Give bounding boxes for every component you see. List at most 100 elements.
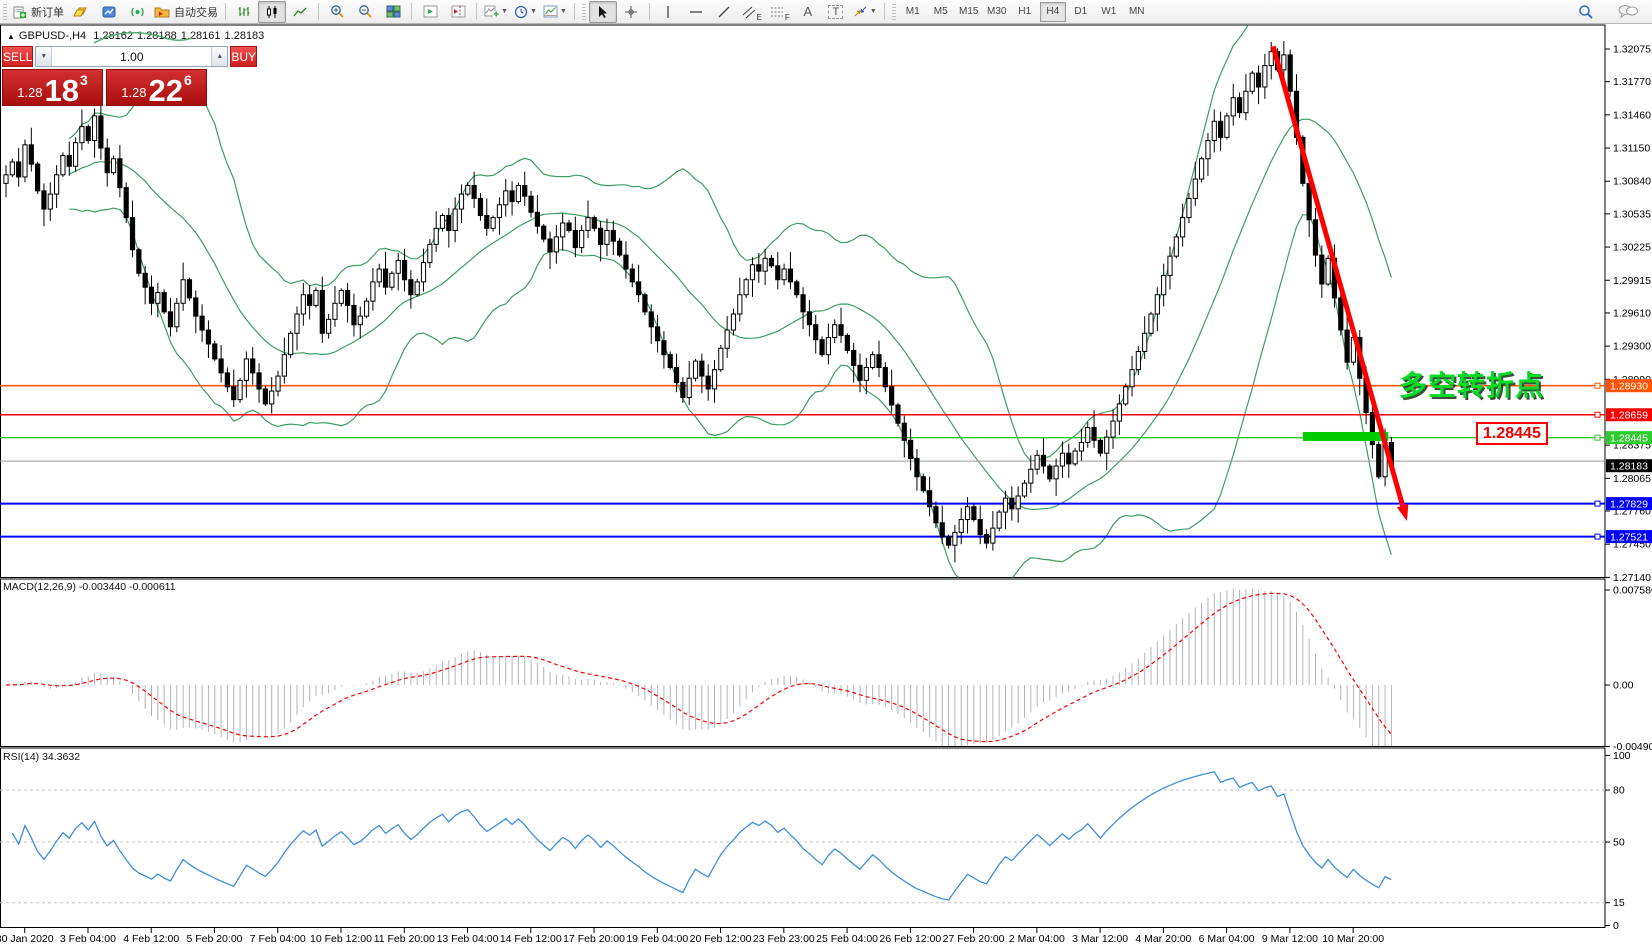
fibonacci-tool-button[interactable]: F (766, 1, 794, 23)
svg-text:4 Feb 12:00: 4 Feb 12:00 (123, 933, 179, 945)
tile-windows-icon (386, 5, 400, 18)
shapes-tool-button[interactable]: ▼ (850, 1, 880, 23)
level-handle (1594, 500, 1601, 507)
gold-ingot-button[interactable] (67, 1, 95, 23)
level-handle (1594, 533, 1601, 540)
sell-button[interactable]: SELL (2, 46, 34, 67)
periods-button[interactable]: ▼ (511, 1, 540, 23)
bar-chart-icon (238, 6, 250, 16)
timeframe-m5-button[interactable]: M5 (933, 6, 948, 17)
timeframe-m1-button[interactable]: M1 (905, 6, 920, 17)
candle-chart-mode-button[interactable] (258, 0, 286, 23)
timeframe-h1-button[interactable]: H1 (1018, 6, 1032, 17)
svg-text:80: 80 (1613, 785, 1625, 797)
line-chart-icon (293, 7, 307, 16)
line-chart-mode-button[interactable] (286, 1, 314, 23)
svg-text:1.30225: 1.30225 (1613, 242, 1651, 254)
toolbar-grip (891, 3, 896, 20)
volume-stepper: ▼ ▲ (35, 46, 229, 67)
time-axis: 30 Jan 2020 3 Feb 04:00 4 Feb 12:00 5 Feb 2… (0, 928, 1384, 945)
cursor-tool-button[interactable] (588, 0, 617, 23)
trend-arrow[interactable] (1270, 45, 1409, 522)
toolbar-right-group (1572, 1, 1642, 23)
timeframe-m15-button[interactable]: M15 (959, 6, 979, 17)
auto-scroll-button[interactable] (416, 1, 444, 23)
volume-increase-button[interactable]: ▲ (211, 47, 228, 66)
svg-text:7 Feb 04:00: 7 Feb 04:00 (250, 933, 306, 945)
svg-text:0.007586: 0.007586 (1613, 585, 1652, 597)
horizontal-line-tool-button[interactable] (682, 1, 710, 23)
sell-price-pips: 18 (44, 72, 79, 108)
indicators-add-icon (484, 5, 499, 17)
svg-text:6 Mar 04:00: 6 Mar 04:00 (1199, 933, 1255, 945)
svg-text:25 Feb 04:00: 25 Feb 04:00 (816, 933, 878, 945)
price-callout-box[interactable]: 1.28445 (1476, 422, 1548, 445)
zoom-in-icon (330, 5, 344, 18)
svg-text:10 Feb 12:00: 10 Feb 12:00 (310, 933, 372, 945)
svg-text:5 Feb 20:00: 5 Feb 20:00 (186, 933, 242, 945)
svg-text:50: 50 (1613, 837, 1625, 849)
svg-text:11 Feb 20:00: 11 Feb 20:00 (374, 933, 435, 945)
svg-text:13 Feb 04:00: 13 Feb 04:00 (437, 933, 499, 945)
text-label-tool-button[interactable]: T (822, 1, 850, 23)
toolbar-separator (648, 3, 650, 20)
timeframe-m30-button[interactable]: M30 (987, 6, 1007, 17)
chart-shift-button[interactable] (444, 1, 472, 23)
svg-text:1.29610: 1.29610 (1613, 307, 1651, 319)
timeframe-w1-button[interactable]: W1 (1101, 6, 1117, 17)
tile-windows-button[interactable] (379, 1, 407, 23)
signal-button[interactable] (123, 1, 151, 23)
buy-price-box[interactable]: 1.28 22 6 (106, 69, 207, 106)
turning-point-annotation[interactable]: 多空转折点 (1399, 370, 1545, 401)
svg-text:1.28930: 1.28930 (1610, 381, 1648, 393)
auto-trading-button[interactable]: 自动交易 (151, 1, 221, 23)
crosshair-tool-button[interactable] (617, 1, 645, 23)
new-order-button[interactable]: 新订单 (10, 1, 67, 23)
buy-button[interactable]: BUY (230, 46, 258, 67)
volume-input[interactable] (52, 47, 212, 66)
market-watch-button[interactable] (95, 1, 123, 23)
horizontal-line-icon (689, 10, 702, 13)
search-button[interactable] (1572, 1, 1600, 23)
quote-open: 1.28162 (93, 30, 133, 42)
panel-frame (0, 747, 1606, 928)
auto-scroll-icon (423, 5, 437, 18)
toolbar-grip (581, 3, 586, 20)
buy-price-pips: 22 (148, 72, 183, 108)
trendline-tool-button[interactable] (710, 1, 738, 23)
timeframe-d1-button[interactable]: D1 (1074, 6, 1088, 17)
svg-text:26 Feb 12:00: 26 Feb 12:00 (879, 933, 941, 945)
svg-text:23 Feb 23:00: 23 Feb 23:00 (753, 933, 815, 945)
bollinger-lower (69, 207, 1392, 578)
indicators-button[interactable]: ▼ (481, 1, 511, 23)
vertical-line-icon (667, 5, 669, 18)
dropdown-arrow-icon: ▼ (501, 8, 508, 15)
dropdown-arrow-icon: ▼ (559, 8, 567, 15)
svg-text:1.28183: 1.28183 (1610, 461, 1648, 473)
highlight-box[interactable] (1302, 431, 1389, 441)
text-tool-button[interactable]: A (794, 1, 822, 23)
buy-price-point: 6 (184, 72, 192, 88)
svg-text:1.27521: 1.27521 (1610, 531, 1648, 543)
svg-text:0: 0 (1613, 920, 1619, 932)
svg-text:9 Mar 12:00: 9 Mar 12:00 (1262, 933, 1318, 945)
zoom-in-button[interactable] (323, 1, 351, 23)
timeframe-mn-button[interactable]: MN (1128, 6, 1145, 17)
one-click-trading-panel: SELL ▼ ▲ BUY 1.28 18 3 1.28 22 6 (2, 46, 258, 106)
templates-button[interactable]: ▼ (540, 1, 570, 23)
collapse-arrow-icon[interactable]: ▲ (7, 32, 15, 41)
channel-tool-button[interactable]: E (738, 1, 766, 23)
chat-bubbles-icon (1618, 5, 1638, 19)
vertical-line-tool-button[interactable] (654, 1, 682, 23)
volume-decrease-button[interactable]: ▼ (36, 47, 53, 66)
zoom-out-button[interactable] (351, 1, 379, 23)
comments-button[interactable] (1614, 1, 1642, 23)
text-tool-letter: A (803, 4, 813, 19)
svg-text:20 Feb 12:00: 20 Feb 12:00 (690, 933, 752, 945)
bar-chart-mode-button[interactable] (230, 1, 258, 23)
sell-price-box[interactable]: 1.28 18 3 (2, 69, 103, 106)
timeframe-h4-button[interactable]: H4 (1039, 1, 1066, 22)
svg-text:1.27140: 1.27140 (1613, 572, 1651, 584)
macd-scale: 0.007586 0.00 -0.004906 (1605, 585, 1652, 753)
